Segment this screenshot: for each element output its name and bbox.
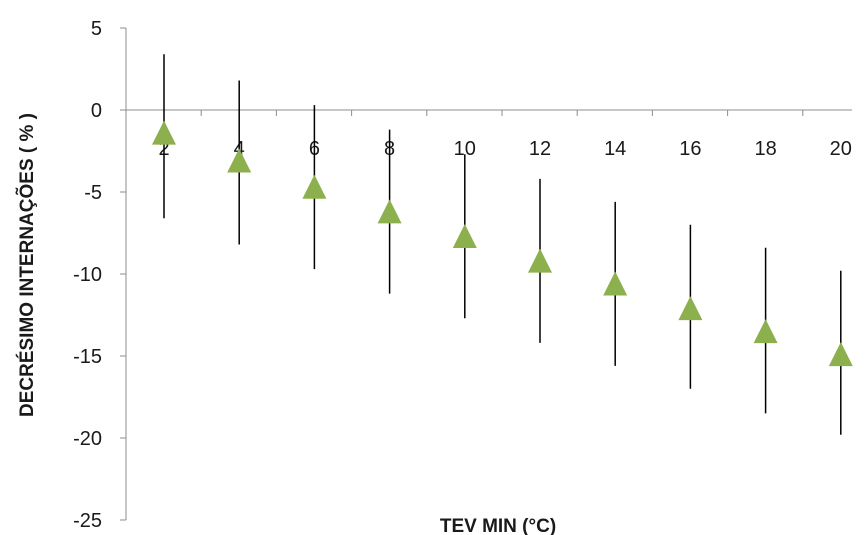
x-tick-label: 20: [830, 138, 852, 160]
data-point-marker: [452, 224, 477, 248]
data-point-marker: [828, 342, 853, 367]
x-axis-title: TEV MIN (°C): [440, 516, 556, 535]
data-point-marker: [152, 120, 176, 145]
x-tick-label: 12: [529, 138, 551, 160]
data-point-marker: [603, 271, 628, 296]
y-tick-label: -25: [73, 510, 102, 532]
data-point-marker: [302, 174, 327, 199]
x-tick-label: 14: [604, 138, 626, 160]
y-tick-label: 0: [91, 100, 102, 122]
y-tick-label: -5: [84, 182, 102, 204]
plot-area: 50-5-10-15-20-25 2468101214161820: [73, 18, 853, 532]
data-point-marker: [528, 248, 552, 273]
x-axis-ticks: 2468101214161820: [125, 110, 852, 160]
data-markers: [152, 120, 853, 367]
data-point-marker: [227, 148, 252, 173]
x-tick-label: 16: [679, 138, 701, 160]
y-tick-label: 5: [91, 18, 102, 40]
y-axis-ticks: 5 0 -5 -10 -15 -20 -25: [73, 18, 126, 532]
y-tick-label: -10: [73, 264, 102, 286]
y-axis-title: DECRÉSIMO INTERNAÇÕES ( % ): [16, 113, 38, 417]
data-point-marker: [753, 319, 778, 344]
y-tick-label: -15: [73, 346, 102, 368]
data-point-marker: [678, 296, 703, 321]
data-point-marker: [377, 199, 402, 224]
x-tick-label: 10: [454, 138, 476, 160]
y-tick-label: -20: [73, 428, 102, 450]
x-tick-label: 18: [754, 138, 776, 160]
